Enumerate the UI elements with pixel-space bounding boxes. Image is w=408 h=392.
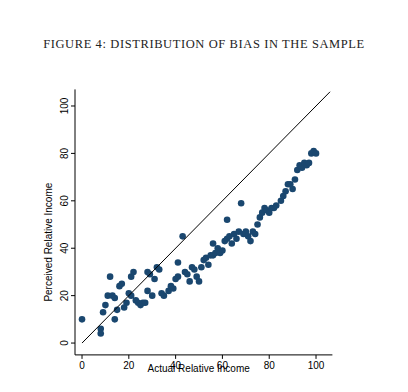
x-tick-label: 100 bbox=[308, 360, 325, 371]
x-tick bbox=[316, 355, 317, 359]
x-axis bbox=[75, 354, 332, 355]
point bbox=[102, 302, 109, 309]
y-tick bbox=[71, 295, 75, 296]
point bbox=[97, 330, 104, 337]
point bbox=[142, 299, 149, 306]
point bbox=[119, 280, 126, 287]
point bbox=[282, 188, 289, 195]
point bbox=[184, 271, 191, 278]
y-axis-label: Perceived Relative Income bbox=[43, 182, 54, 301]
point bbox=[210, 240, 217, 247]
x-tick bbox=[175, 355, 176, 359]
y-tick bbox=[71, 153, 75, 154]
y-tick bbox=[71, 105, 75, 106]
point bbox=[233, 235, 240, 242]
point bbox=[289, 186, 296, 193]
chart: FIGURE 4: DISTRIBUTION OF BIAS IN THE SA… bbox=[0, 0, 408, 392]
y-tick-label: 60 bbox=[59, 195, 70, 207]
y-tick bbox=[71, 343, 75, 344]
point bbox=[100, 309, 107, 316]
point bbox=[198, 264, 205, 271]
point bbox=[175, 273, 182, 280]
y-tick-label: 40 bbox=[59, 242, 70, 254]
marks bbox=[79, 92, 330, 343]
point bbox=[313, 150, 320, 157]
x-tick bbox=[128, 355, 129, 359]
point bbox=[238, 200, 245, 207]
y-tick bbox=[71, 248, 75, 249]
point bbox=[111, 295, 118, 302]
point bbox=[273, 202, 280, 209]
x-axis-label: Actual Relative Income bbox=[148, 363, 251, 374]
point bbox=[219, 247, 226, 254]
y-axis bbox=[75, 89, 76, 355]
point bbox=[228, 240, 235, 247]
point bbox=[224, 216, 231, 223]
title: FIGURE 4: DISTRIBUTION OF BIAS IN THE SA… bbox=[43, 37, 365, 51]
y-tick bbox=[71, 200, 75, 201]
y-tick-label: 100 bbox=[59, 97, 70, 114]
point bbox=[196, 278, 203, 285]
point bbox=[254, 221, 261, 228]
x-tick-label: 80 bbox=[264, 360, 276, 371]
x-tick bbox=[269, 355, 270, 359]
point bbox=[252, 231, 259, 238]
x-tick bbox=[82, 355, 83, 359]
point bbox=[186, 278, 193, 285]
y-tick-label: 0 bbox=[59, 340, 70, 346]
point bbox=[79, 316, 86, 323]
point bbox=[292, 176, 299, 183]
point bbox=[205, 262, 212, 269]
point bbox=[111, 316, 118, 323]
point bbox=[161, 292, 168, 299]
point bbox=[175, 259, 182, 266]
point bbox=[149, 292, 156, 299]
point bbox=[247, 238, 254, 245]
point bbox=[306, 160, 313, 167]
x-tick-label: 20 bbox=[123, 360, 135, 371]
y-tick-label: 80 bbox=[59, 147, 70, 159]
reference-line bbox=[82, 92, 330, 343]
point bbox=[144, 288, 151, 295]
x-tick bbox=[222, 355, 223, 359]
x-tick-label: 0 bbox=[79, 360, 85, 371]
point bbox=[130, 269, 137, 276]
point bbox=[107, 273, 114, 280]
point bbox=[170, 285, 177, 292]
point bbox=[151, 276, 158, 283]
y-tick-label: 20 bbox=[59, 290, 70, 302]
point bbox=[191, 266, 198, 273]
